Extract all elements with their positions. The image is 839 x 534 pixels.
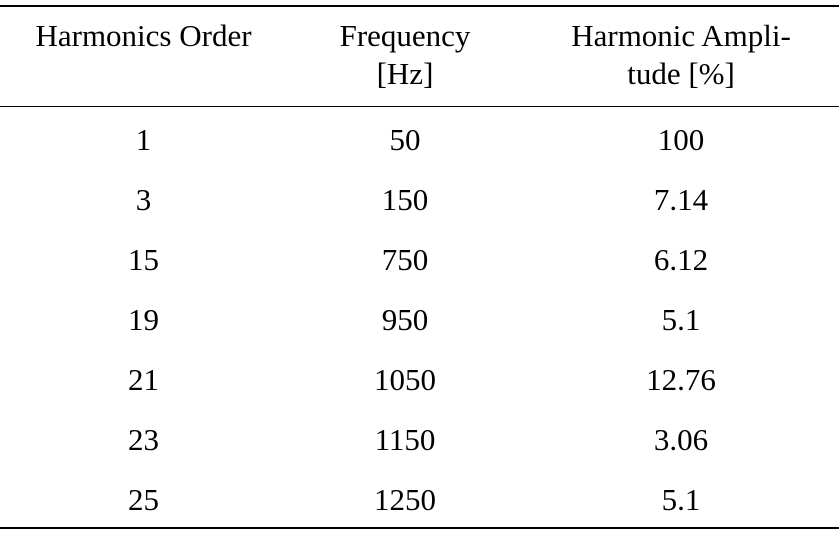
header-line: Harmonic Ampli- <box>571 18 791 53</box>
cell-amplitude: 3.06 <box>653 422 709 457</box>
cell-order: 3 <box>135 182 152 217</box>
header-line: [Hz] <box>376 56 434 91</box>
cell-amplitude: 5.1 <box>661 482 701 517</box>
cell-amplitude: 6.12 <box>653 242 709 277</box>
cell-amplitude: 100 <box>657 122 705 157</box>
cell-amplitude: 5.1 <box>661 302 701 337</box>
cell-order: 19 <box>128 302 159 337</box>
table-bottom-rule <box>0 527 839 529</box>
cell-frequency: 950 <box>381 302 429 337</box>
table-row: 23 1150 3.06 <box>0 410 839 470</box>
cell-frequency: 150 <box>381 182 429 217</box>
table-row: 25 1250 5.1 <box>0 470 839 530</box>
cell-frequency: 750 <box>381 242 429 277</box>
table-row: 15 750 6.12 <box>0 230 839 290</box>
header-line: Frequency <box>339 18 471 53</box>
header-harmonics-order: Harmonics Order <box>0 17 287 55</box>
table-body: 1 50 100 3 150 7.14 15 750 6.12 19 950 5… <box>0 110 839 530</box>
table-header-rule <box>0 106 839 107</box>
table-row: 19 950 5.1 <box>0 290 839 350</box>
header-frequency: Frequency [Hz] <box>287 17 523 93</box>
header-line: Harmonics Order <box>35 18 252 53</box>
table-row: 1 50 100 <box>0 110 839 170</box>
cell-amplitude: 7.14 <box>653 182 709 217</box>
cell-order: 21 <box>128 362 159 397</box>
table-top-rule <box>0 5 839 7</box>
cell-frequency: 1250 <box>374 482 436 517</box>
cell-amplitude: 12.76 <box>646 362 716 397</box>
cell-frequency: 1150 <box>374 422 436 457</box>
cell-order: 1 <box>135 122 152 157</box>
table-row: 3 150 7.14 <box>0 170 839 230</box>
cell-frequency: 50 <box>389 122 421 157</box>
table-row: 21 1050 12.76 <box>0 350 839 410</box>
header-harmonic-amplitude: Harmonic Ampli- tude [%] <box>523 17 839 93</box>
header-line: tude [%] <box>627 56 735 91</box>
cell-order: 23 <box>128 422 159 457</box>
cell-order: 15 <box>128 242 159 277</box>
cell-order: 25 <box>128 482 159 517</box>
cell-frequency: 1050 <box>374 362 436 397</box>
